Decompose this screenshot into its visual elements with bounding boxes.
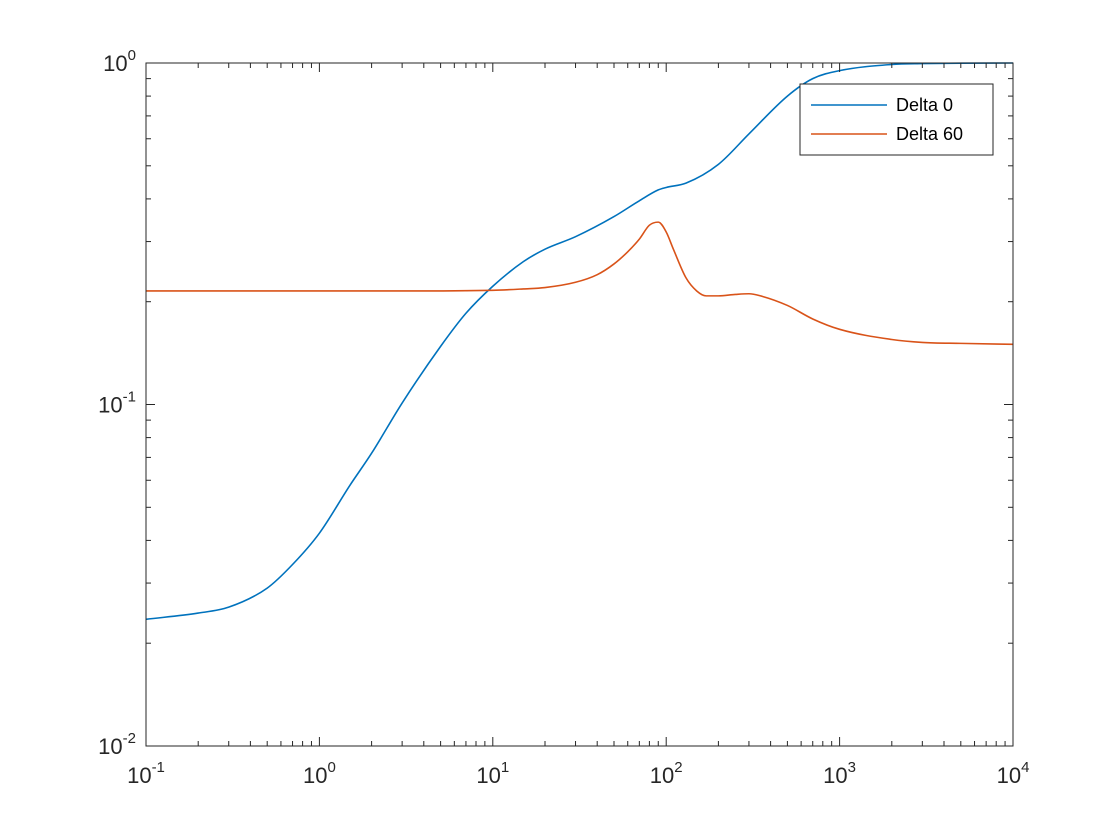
series-layer: [145, 62, 1014, 621]
x-tick-label: 102: [650, 759, 683, 788]
plot-area: [146, 63, 1013, 746]
x-tick-label: 100: [303, 759, 336, 788]
y-tick-label: 100: [103, 47, 136, 76]
legend-label-1: Delta 0: [896, 95, 953, 115]
y-tick-label: 10-1: [98, 389, 136, 418]
series-line-2: [145, 221, 1014, 346]
x-tick-label: 103: [823, 759, 856, 788]
y-tick-labels: 10-2 10-1 100: [98, 47, 136, 759]
axes-box: [145, 62, 1014, 747]
legend-box: [799, 83, 994, 156]
y-tick-label: 10-2: [98, 730, 136, 759]
x-tick-label: 104: [997, 759, 1030, 788]
x-tick-label: 10-1: [127, 759, 165, 788]
x-tick-labels: 10-1 100 101 102 103 104: [127, 759, 1029, 788]
legend: Delta 0 Delta 60: [799, 83, 994, 156]
legend-label-2: Delta 60: [896, 124, 963, 144]
x-tick-label: 101: [476, 759, 509, 788]
series-line-1: [145, 62, 1014, 621]
